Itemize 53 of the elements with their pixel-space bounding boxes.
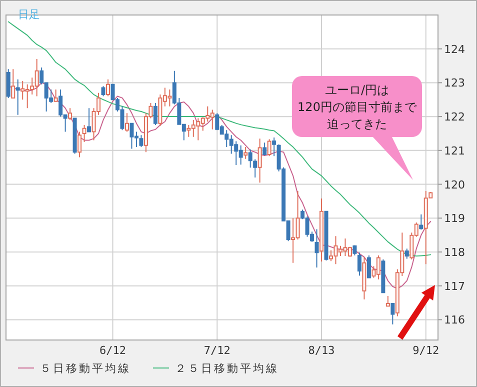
x-tick-label: 7/12 [204, 344, 230, 357]
candlestick [357, 252, 362, 276]
candlestick [106, 78, 110, 97]
y-tick-label: 116 [444, 314, 465, 327]
annotation: ユーロ/円は [324, 83, 390, 97]
candlestick [362, 256, 366, 300]
candlestick [320, 198, 324, 262]
candlestick [87, 108, 92, 132]
y-tick-label: 120 [444, 178, 465, 192]
candlestick [11, 68, 16, 98]
candlestick [314, 228, 319, 268]
annotation: 日足 [18, 8, 40, 21]
x-tick-label: 6/12 [100, 344, 126, 357]
annotation: 迫ってきた [327, 117, 387, 131]
candlestick [381, 258, 386, 294]
candlestick [386, 295, 390, 307]
candlestick [258, 138, 262, 184]
candlestick [390, 302, 395, 325]
candlestick [54, 88, 58, 102]
annotation: 120円の節目寸前まで [298, 100, 418, 114]
candlestick [82, 124, 86, 142]
candlestick [419, 214, 424, 230]
y-tick-label: 124 [444, 42, 465, 56]
line-series [8, 82, 432, 290]
candlestick [272, 137, 276, 157]
candlestick [324, 210, 328, 261]
candlestick [153, 102, 158, 126]
candlestick [68, 108, 72, 120]
y-tick-label: 123 [444, 76, 465, 90]
candlestick [72, 118, 77, 154]
y-tick-label: 118 [444, 246, 465, 259]
y-tick-label: 121 [444, 144, 465, 158]
legend-label: ５日移動平均線 [40, 362, 131, 375]
y-tick-label: 122 [444, 110, 465, 124]
candlestick [6, 68, 10, 98]
candlestick [253, 158, 258, 178]
candlestick [262, 142, 267, 156]
candlestick [101, 86, 106, 97]
candlestick [267, 138, 272, 157]
y-tick-label: 117 [444, 280, 465, 293]
candlestick [352, 244, 357, 256]
y-tick-label: 119 [444, 212, 465, 226]
x-tick-label: 8/13 [308, 344, 335, 357]
line-series [8, 21, 432, 257]
candlestick [124, 112, 129, 132]
candlestick [16, 78, 20, 116]
candlestick [244, 146, 248, 160]
legend-label: ２５日移動平均線 [175, 362, 279, 375]
candlestick [78, 131, 82, 158]
candlestick [366, 254, 371, 278]
candlestick [248, 148, 252, 168]
candlestick [404, 248, 409, 260]
x-tick-label: 9/12 [412, 344, 440, 357]
